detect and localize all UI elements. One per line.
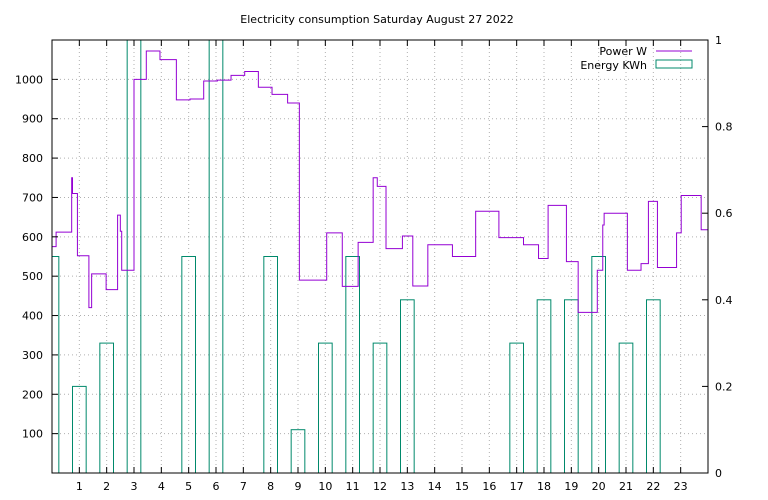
x-tick-label: 17 [510,480,524,493]
x-tick-label: 6 [213,480,220,493]
x-tick-label: 3 [131,480,138,493]
y2-tick-label: 1 [715,34,722,47]
x-tick-label: 4 [158,480,165,493]
x-tick-label: 18 [537,480,551,493]
chart-title: Electricity consumption Saturday August … [240,13,513,26]
y-tick-label: 300 [22,349,43,362]
grid [52,40,708,473]
y2-tick-label: 0.8 [715,121,733,134]
x-tick-label: 22 [646,480,660,493]
x-tick-label: 7 [240,480,247,493]
y-tick-label: 500 [22,270,43,283]
y-tick-label: 1000 [15,73,43,86]
x-tick-label: 23 [674,480,688,493]
energy-bar [536,299,552,474]
y-tick-label: 900 [22,113,43,126]
legend-label-energy: Energy KWh [580,59,647,72]
x-tick-label: 1 [76,480,83,493]
energy-bar [51,256,60,474]
y-tick-label: 800 [22,152,43,165]
y-tick-label: 100 [22,428,43,441]
y2-tick-label: 0.6 [715,207,733,220]
power-line-group [52,50,708,313]
y2-tick-label: 0 [715,467,722,480]
x-tick-label: 8 [267,480,274,493]
y-tick-label: 600 [22,231,43,244]
x-tick-label: 14 [428,480,442,493]
legend-label-power: Power W [599,45,647,58]
x-tick-label: 2 [103,480,110,493]
x-tick-label: 15 [455,480,469,493]
y2-tick-label: 0.4 [715,294,733,307]
x-tick-label: 5 [185,480,192,493]
y-tick-label: 400 [22,310,43,323]
x-tick-label: 9 [295,480,302,493]
x-tick-label: 10 [318,480,332,493]
y2-tick-label: 0.2 [715,380,733,393]
x-tick-label: 20 [592,480,606,493]
energy-bar [564,299,579,474]
x-tick-label: 21 [619,480,633,493]
x-tick-label: 19 [564,480,578,493]
x-tick-label: 12 [373,480,387,493]
y-tick-label: 200 [22,388,43,401]
energy-bar [400,299,415,474]
y-tick-label: 700 [22,191,43,204]
power-line [52,50,708,313]
x-tick-label: 13 [400,480,414,493]
legend: Power W Energy KWh [580,45,693,72]
energy-bars [51,39,661,474]
legend-swatch-energy [655,59,693,69]
axes: 1 2 3 4 5 6 7 8 9 10 11 12 13 14 15 16 17 18 19 20 21 22 23100… [15,34,733,493]
x-tick-label: 11 [346,480,360,493]
energy-bar [646,299,661,474]
x-tick-label: 16 [482,480,496,493]
